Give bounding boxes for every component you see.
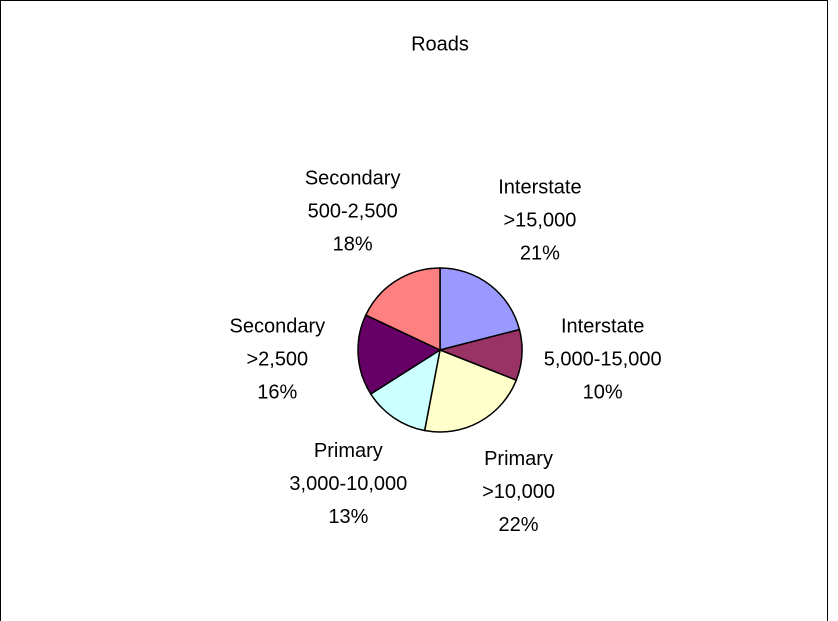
slice-percent: 18% [333,234,373,256]
slice-label: Secondary [305,168,401,190]
slice-percent: 22% [499,514,539,536]
slice-label: Interstate [498,176,581,198]
pie-slice [357,314,442,395]
slice-label: >2,500 [246,349,308,371]
slice-label: 3,000-10,000 [289,473,407,495]
slice-label: Secondary [230,316,326,338]
chart-title: Roads [411,33,469,55]
slice-label: >10,000 [482,481,555,503]
pie-slice [423,348,518,433]
pie-slice [369,348,442,432]
slice-percent: 10% [583,382,623,404]
slice-label: Primary [314,440,383,462]
slice-percent: 16% [257,382,297,404]
slice-percent: 21% [520,242,560,264]
slice-label: 500-2,500 [308,201,398,223]
pie-slice [439,267,521,351]
slice-percent: 13% [328,506,368,528]
slice-label: Primary [484,448,553,470]
slice-label: Interstate [561,316,644,338]
slice-label: >15,000 [503,209,576,231]
slice-label: 5,000-15,000 [544,349,662,371]
pie-slice [364,267,441,352]
